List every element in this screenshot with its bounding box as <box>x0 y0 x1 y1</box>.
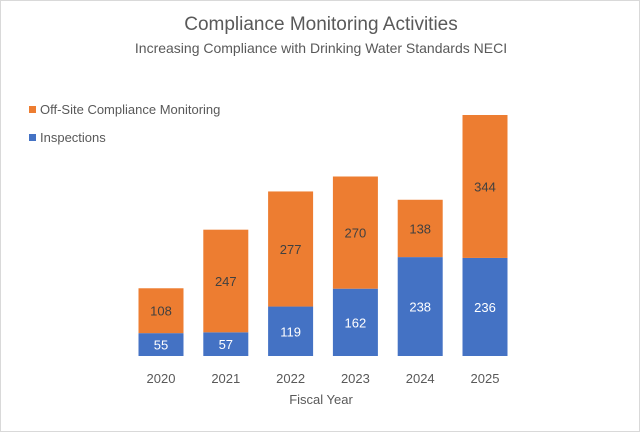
data-label: 138 <box>409 221 431 236</box>
data-label: 108 <box>150 304 172 319</box>
data-label: 55 <box>154 338 168 353</box>
chart-subtitle: Increasing Compliance with Drinking Wate… <box>135 40 507 56</box>
bar-inspections-2024 <box>397 257 443 356</box>
legend-entry: Inspections <box>40 130 106 145</box>
x-tick-label: 2021 <box>211 371 240 386</box>
bar-offsite-2024 <box>397 199 443 258</box>
data-label: 238 <box>409 300 431 315</box>
x-tick-label: 2020 <box>147 371 176 386</box>
x-axis-label: Fiscal Year <box>289 392 353 407</box>
data-label: 57 <box>219 337 233 352</box>
data-label: 344 <box>474 179 496 194</box>
x-tick-label: 2023 <box>341 371 370 386</box>
chart-title: Compliance Monitoring Activities <box>184 14 458 35</box>
legend-swatch <box>29 106 36 113</box>
bar-offsite-2022 <box>268 191 314 307</box>
data-label: 270 <box>345 226 367 241</box>
data-label: 236 <box>474 300 496 315</box>
legend-swatch <box>29 134 36 141</box>
data-label: 247 <box>215 274 237 289</box>
data-label: 277 <box>280 242 302 257</box>
bar-offsite-2025 <box>462 115 508 258</box>
bar-inspections-2023 <box>332 288 378 356</box>
bar-offsite-2023 <box>332 176 378 289</box>
data-label: 162 <box>345 315 367 330</box>
x-tick-labels: 2020 2021 2022 2023 2024 2025 <box>147 371 500 386</box>
legend: Off-Site Compliance Monitoring Inspection… <box>29 102 220 145</box>
x-tick-label: 2022 <box>276 371 305 386</box>
x-tick-label: 2024 <box>406 371 435 386</box>
bar-inspections-2022 <box>268 306 314 356</box>
bar-inspections-2021 <box>203 332 249 356</box>
bars: 55 108 57 247 119 277 162 270 238 138 236 344 <box>138 115 508 356</box>
data-label: 119 <box>280 324 301 339</box>
bar-offsite-2021 <box>203 229 249 333</box>
x-tick-label: 2025 <box>471 371 500 386</box>
bar-offsite-2020 <box>138 288 184 334</box>
bar-inspections-2025 <box>462 257 508 356</box>
legend-entry: Off-Site Compliance Monitoring <box>40 102 220 117</box>
bar-inspections-2020 <box>138 333 184 356</box>
